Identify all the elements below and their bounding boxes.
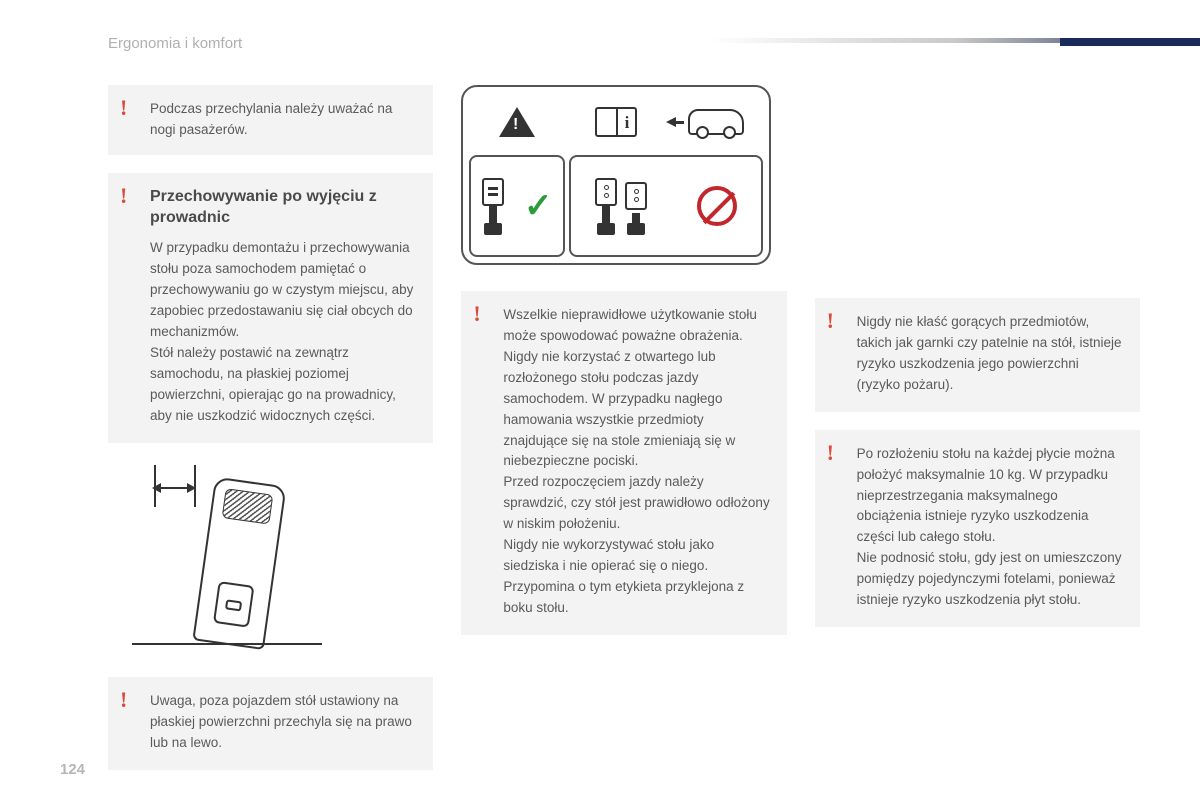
arrow-left-icon bbox=[666, 117, 676, 127]
table-module-illustration bbox=[132, 455, 322, 665]
exclamation-icon: ! bbox=[473, 303, 480, 325]
exclamation-icon: ! bbox=[120, 689, 127, 711]
exclamation-icon: ! bbox=[120, 185, 127, 207]
column-left: ! Podczas przechylania należy uważać na … bbox=[108, 85, 433, 770]
handle-icon bbox=[225, 599, 242, 611]
dimension-arrow-icon bbox=[152, 483, 196, 493]
warning-text: Nigdy nie kłaść gorących przedmiotów, ta… bbox=[857, 312, 1124, 396]
grille-icon bbox=[222, 488, 274, 524]
minivan-icon bbox=[688, 109, 744, 135]
buckle-joined-icon bbox=[482, 178, 504, 235]
diagram-cell-manual: i bbox=[569, 93, 664, 151]
exclamation-icon: ! bbox=[827, 310, 834, 332]
section-title: Ergonomia i komfort bbox=[108, 35, 242, 52]
warning-text: Uwaga, poza pojazdem stół ustawiony na p… bbox=[150, 691, 417, 754]
exclamation-icon: ! bbox=[827, 442, 834, 464]
warning-text: Wszelkie nieprawidłowe użytkowanie stołu… bbox=[503, 305, 770, 619]
warning-triangle-icon bbox=[499, 107, 535, 137]
prohibit-icon bbox=[697, 186, 737, 226]
buckle-separated-icon bbox=[595, 178, 647, 235]
warning-box-storage: ! Przechowywanie po wyjęciu z prowadnic … bbox=[108, 173, 433, 443]
diagram-cell-ok: ✓ bbox=[469, 155, 564, 257]
instruction-diagram: i ✓ bbox=[461, 85, 771, 265]
checkmark-icon: ✓ bbox=[524, 189, 553, 223]
manual-book-icon: i bbox=[595, 107, 637, 137]
floor-line bbox=[132, 643, 322, 645]
warning-text: Podczas przechylania należy uważać na no… bbox=[150, 99, 417, 141]
warning-title: Przechowywanie po wyjęciu z prowadnic bbox=[150, 187, 417, 229]
diagram-cell-prohibit bbox=[569, 155, 764, 257]
warning-box-feet: ! Podczas przechylania należy uważać na … bbox=[108, 85, 433, 155]
column-center: i ✓ bbox=[461, 85, 786, 770]
column-right: ! Nigdy nie kłaść gorących przedmiotów, … bbox=[815, 85, 1140, 770]
warning-box-load: ! Po rozłożeniu stołu na każdej płycie m… bbox=[815, 430, 1140, 627]
warning-box-misuse: ! Wszelkie nieprawidłowe użytkowanie sto… bbox=[461, 291, 786, 635]
header-dark-bar bbox=[1060, 38, 1200, 46]
warning-box-tilt: ! Uwaga, poza pojazdem stół ustawiony na… bbox=[108, 677, 433, 770]
diagram-cell-vehicle bbox=[668, 93, 763, 151]
exclamation-icon: ! bbox=[120, 97, 127, 119]
warning-box-hot: ! Nigdy nie kłaść gorących przedmiotów, … bbox=[815, 298, 1140, 412]
table-module-body bbox=[192, 476, 286, 649]
warning-text: Po rozłożeniu stołu na każdej płycie moż… bbox=[857, 444, 1124, 611]
diagram-cell-warning bbox=[469, 93, 564, 151]
info-icon: i bbox=[625, 113, 630, 133]
page-number: 124 bbox=[60, 761, 85, 778]
warning-text: W przypadku demontażu i przechowywania s… bbox=[150, 238, 417, 426]
